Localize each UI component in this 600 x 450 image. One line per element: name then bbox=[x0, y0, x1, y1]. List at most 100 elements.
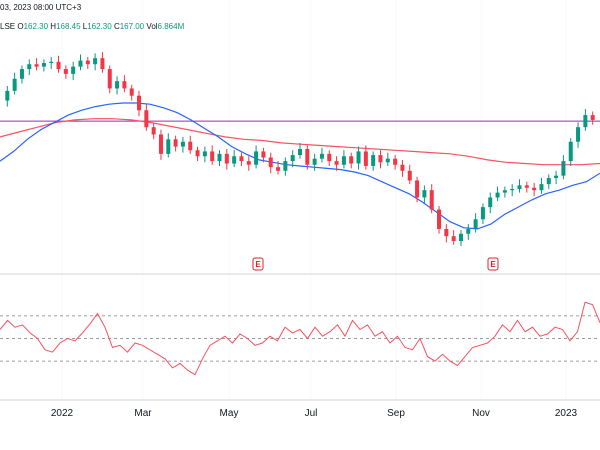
candle-body bbox=[532, 187, 537, 191]
candle-body bbox=[393, 158, 398, 165]
candle-body bbox=[539, 184, 544, 191]
chart-header: 03, 2023 08:00 UTC+3 bbox=[0, 3, 81, 12]
candle-body bbox=[510, 188, 515, 191]
x-tick-label: Nov bbox=[472, 408, 490, 419]
candle-body bbox=[334, 161, 339, 165]
candle-body bbox=[173, 139, 178, 147]
candle-body bbox=[290, 155, 295, 162]
candle-body bbox=[502, 190, 507, 193]
candle-body bbox=[239, 156, 244, 162]
x-axis: 2022 Mar May Jul Sep Nov 2023 bbox=[0, 399, 600, 419]
earnings-marker-label: E bbox=[490, 260, 496, 269]
candle-body bbox=[319, 153, 324, 159]
earnings-marker bbox=[252, 257, 264, 271]
candle-body bbox=[283, 161, 288, 171]
low-label: L bbox=[82, 22, 88, 31]
ma-fast-line bbox=[0, 102, 600, 230]
candle-body bbox=[488, 197, 493, 208]
candle-body bbox=[180, 141, 185, 147]
candle-body bbox=[19, 69, 24, 79]
candle-body bbox=[524, 185, 529, 188]
candle-body bbox=[188, 141, 193, 151]
exchange-label: LSE bbox=[0, 22, 16, 31]
candle-body bbox=[195, 150, 200, 157]
candle-body bbox=[56, 61, 61, 70]
candle-body bbox=[217, 153, 222, 162]
candle-body bbox=[122, 81, 127, 89]
candle-body bbox=[71, 66, 76, 74]
candle-body bbox=[305, 149, 310, 165]
candle-body bbox=[458, 233, 463, 242]
candle-body bbox=[407, 170, 412, 181]
candle-body bbox=[276, 167, 281, 171]
candle-body bbox=[151, 127, 156, 135]
candle-body bbox=[561, 161, 566, 176]
candle-body bbox=[137, 95, 142, 111]
candle-body bbox=[437, 209, 442, 229]
header-title: 03, 2023 08:00 UTC+3 bbox=[0, 3, 82, 12]
open-label: O bbox=[17, 22, 24, 31]
earnings-marker bbox=[487, 257, 499, 271]
vol-label: Vol bbox=[146, 22, 158, 31]
candle-body bbox=[232, 156, 237, 164]
candle-body bbox=[12, 78, 17, 91]
candle-body bbox=[495, 192, 500, 198]
candle-body bbox=[100, 58, 105, 70]
candle-body bbox=[480, 207, 485, 220]
candle-body bbox=[246, 161, 251, 165]
candle-body bbox=[349, 156, 354, 164]
candle-body bbox=[415, 180, 420, 198]
rsi-line bbox=[0, 301, 600, 376]
x-tick-label: May bbox=[220, 408, 239, 419]
candle-body bbox=[400, 164, 405, 171]
candle-body bbox=[268, 157, 273, 168]
x-tick-label: Mar bbox=[134, 408, 152, 419]
earnings-marker-label: E bbox=[255, 260, 261, 269]
vol-value: 6.864M bbox=[157, 22, 185, 31]
candle-body bbox=[78, 60, 83, 67]
candle-body bbox=[107, 69, 112, 89]
candle-body bbox=[371, 155, 376, 166]
candle-body bbox=[356, 151, 361, 164]
candle-body bbox=[298, 149, 302, 156]
rsi-series bbox=[0, 301, 600, 376]
candle-body bbox=[115, 81, 120, 89]
candle-body bbox=[27, 64, 32, 70]
candle-body bbox=[224, 153, 229, 164]
x-tick-label: 2023 bbox=[555, 408, 578, 419]
candle-body bbox=[49, 61, 54, 64]
open-value: 162.30 bbox=[23, 22, 49, 31]
candle-body bbox=[576, 127, 581, 142]
ohlc-legend: LSE O162.30 H168.45 L162.30 C167.00 Vol6… bbox=[0, 22, 184, 31]
candle-body bbox=[85, 60, 90, 65]
candle-body bbox=[378, 155, 383, 163]
candle-body bbox=[210, 151, 215, 162]
candle-body bbox=[341, 156, 346, 165]
candle-body bbox=[158, 134, 163, 154]
candle-body bbox=[422, 190, 427, 198]
low-value: 162.30 bbox=[87, 22, 112, 31]
chart-grid bbox=[61, 0, 567, 400]
high-value: 168.45 bbox=[56, 22, 81, 31]
candle-body bbox=[93, 58, 98, 65]
candle-body bbox=[261, 151, 266, 158]
close-value: 167.00 bbox=[119, 22, 145, 31]
candle-body bbox=[517, 185, 522, 189]
x-tick-label: Sep bbox=[387, 408, 405, 419]
close-label: C bbox=[113, 22, 120, 31]
candle-body bbox=[129, 88, 134, 96]
candle-body bbox=[202, 151, 207, 157]
candle-body bbox=[568, 141, 573, 162]
candle-body bbox=[327, 153, 332, 162]
candle-body bbox=[363, 151, 368, 166]
candle-body bbox=[63, 69, 68, 74]
candle-body bbox=[254, 151, 259, 165]
candle-body bbox=[444, 228, 449, 237]
candle-body bbox=[590, 115, 595, 120]
candle-body bbox=[312, 158, 317, 165]
candle-body bbox=[554, 175, 559, 179]
candle-body bbox=[41, 63, 46, 67]
